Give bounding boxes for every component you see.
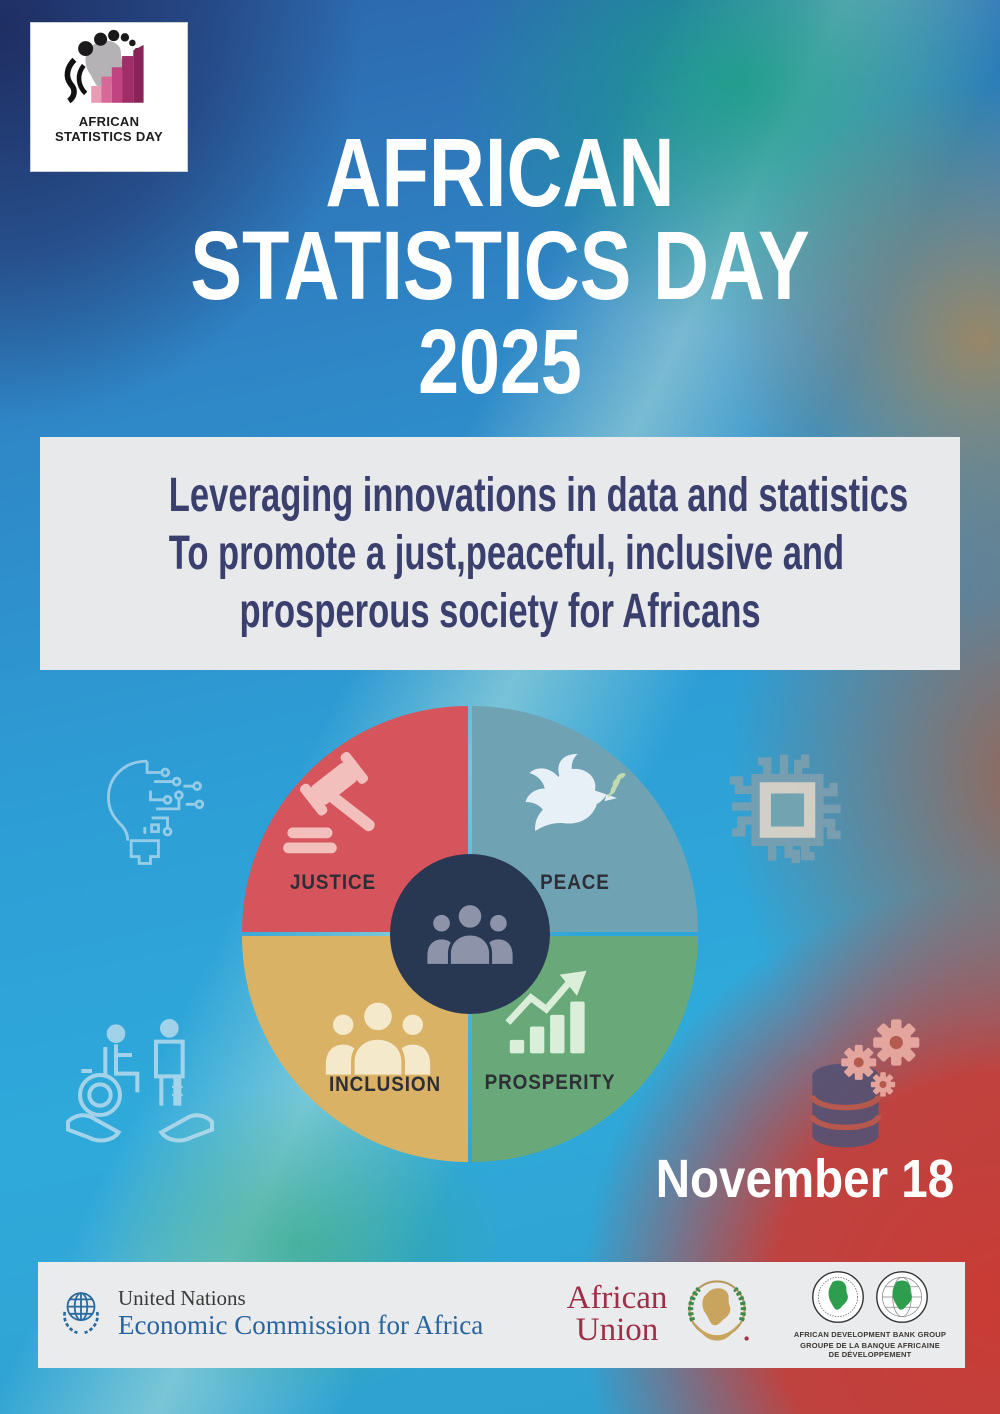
event-date: November 18 (655, 1149, 954, 1209)
title-line1: AFRICAN (325, 118, 675, 227)
afdb-emblem-icon (812, 1271, 864, 1323)
values-wheel: JUSTICE PEACE INCLUSION PROSPERITY (242, 706, 698, 1162)
un-logo-icon (63, 1292, 99, 1334)
people-group-icon (322, 999, 434, 1079)
footer-bar: United Nations Economic Commission for A… (38, 1262, 965, 1368)
label-peace: PEACE (540, 871, 610, 894)
asd-logo-icon (64, 29, 144, 104)
title-line2: STATISTICS DAY (190, 211, 810, 320)
afdb-lockup: AFRICAN DEVELOPMENT BANK GROUP GROUPE DE… (780, 1266, 960, 1359)
theme-line1: Leveraging innovations in data and stati… (168, 468, 909, 522)
african-union-text: African Union (558, 1279, 676, 1348)
theme-line2: To promote a just,peaceful, inclusive an… (168, 526, 845, 580)
african-union-lockup: African Union (558, 1274, 754, 1353)
gavel-icon (283, 751, 375, 854)
au-emblem-icon (676, 1274, 754, 1353)
people-group-icon (424, 902, 516, 967)
theme-box: Leveraging innovations in data and stati… (40, 437, 960, 670)
afdb-globe-emblem-icon (876, 1271, 928, 1323)
afdb-name-fr-line1: GROUPE DE LA BANQUE AFRICAINE (800, 1341, 940, 1350)
eca-name: Economic Commission for Africa (118, 1310, 484, 1340)
database-gears-icon (809, 1019, 920, 1148)
afdb-name-en: AFRICAN DEVELOPMENT BANK GROUP (793, 1330, 947, 1339)
label-inclusion: INCLUSION (328, 1073, 442, 1096)
badge-title-line2: STATISTICS DAY (55, 129, 163, 144)
dove-icon (525, 753, 626, 831)
un-name: United Nations (118, 1286, 246, 1310)
uneca-lockup: United Nations Economic Commission for A… (54, 1278, 483, 1346)
au-word-union: Union (575, 1311, 659, 1348)
label-justice: JUSTICE (289, 871, 377, 894)
wheel-center (390, 854, 550, 1014)
uneca-text: United Nations Economic Commission for A… (118, 1286, 483, 1346)
asd-logo-badge: AFRICAN STATISTICS DAY (30, 22, 188, 172)
label-prosperity: PROSPERITY (484, 1071, 616, 1094)
growth-chart-icon (505, 970, 587, 1054)
afdb-name-fr-line2: DE DÉVELOPPEMENT (828, 1350, 912, 1359)
au-word-african: African (566, 1279, 668, 1316)
poster-title: AFRICAN STATISTICS DAY 2025 (0, 118, 1000, 413)
title-line3: 2025 (418, 311, 582, 413)
microchip-icon (729, 754, 841, 864)
theme-line3: prosperous society for Africans (239, 584, 761, 638)
accessibility-support-icon (66, 1019, 214, 1143)
lightbulb-circuit-icon (107, 759, 205, 865)
badge-title-line1: AFRICAN (78, 114, 140, 129)
